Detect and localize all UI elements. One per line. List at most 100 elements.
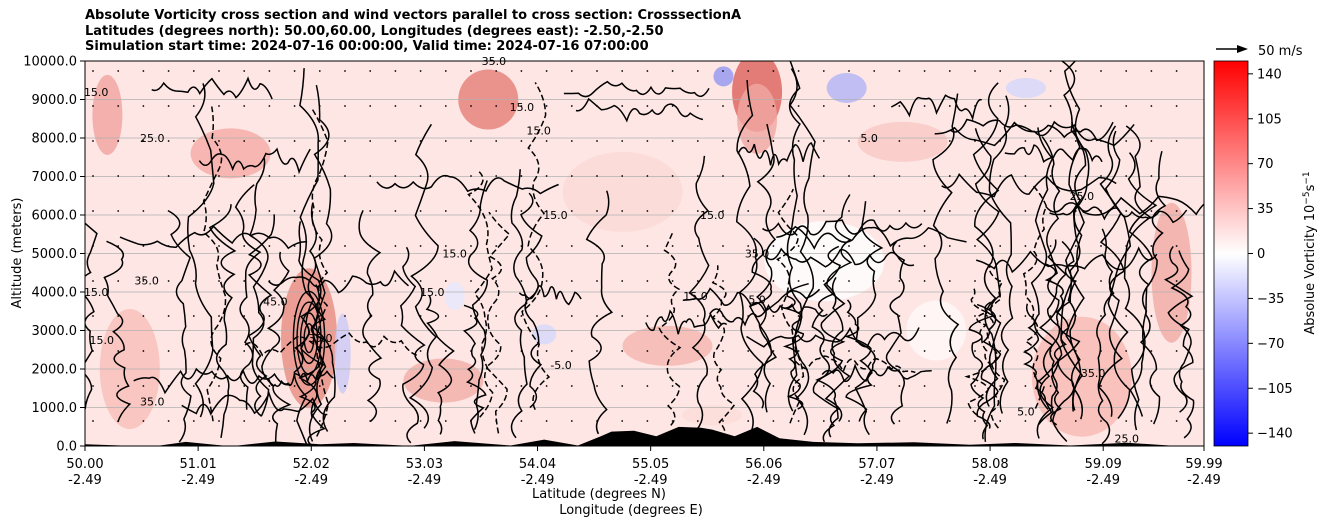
quiver-key-label: 50 m/s <box>1258 44 1303 59</box>
wind-vector <box>444 105 447 107</box>
wind-vector <box>722 175 724 177</box>
wind-vector <box>369 245 372 247</box>
contour-line <box>786 61 803 412</box>
wind-vector <box>923 420 926 422</box>
plot-area: 15.0 15.0 35.0 45.0 35.0 15.0 15.0 15.0 15.0 15.0… <box>84 55 1205 447</box>
contour-line <box>462 304 487 434</box>
wind-vector <box>520 175 523 177</box>
wind-vectors <box>92 70 1178 422</box>
x-axis: 50.00-2.4951.01-2.4952.02-2.4953.03-2.49… <box>66 446 1223 488</box>
wind-vector <box>495 385 498 387</box>
wind-vector <box>192 315 195 317</box>
contour-line <box>688 155 710 431</box>
wind-vector <box>596 315 598 317</box>
chart-title-line-2: Latitudes (degrees north): 50.00,60.00, … <box>85 23 664 39</box>
wind-vector <box>570 175 573 177</box>
contour-line <box>1127 152 1158 417</box>
wind-vector <box>646 280 649 282</box>
contour-line <box>1049 202 1188 224</box>
wind-vector <box>369 140 372 142</box>
wind-vector <box>1049 105 1052 107</box>
colorbar-label: Absolue Vorticity 10−5s−1 <box>1302 171 1318 334</box>
wind-vector <box>596 210 598 212</box>
contour-lines <box>85 61 1204 446</box>
wind-vector <box>1175 140 1178 142</box>
wind-vector <box>1125 245 1128 247</box>
wind-vector <box>671 105 674 107</box>
wind-vector <box>772 140 775 142</box>
wind-vector <box>1125 420 1128 422</box>
contour-label: 35.0 <box>140 396 165 409</box>
contour-line <box>133 367 291 395</box>
wind-vector <box>1074 420 1077 422</box>
wind-vector <box>545 70 548 72</box>
wind-vector <box>822 105 825 107</box>
wind-vector <box>218 105 220 107</box>
wind-vector <box>344 280 346 282</box>
contour-line <box>563 80 710 98</box>
wind-vector <box>772 315 775 317</box>
y-tick-label: 8000.0 <box>32 132 78 147</box>
wind-vector <box>520 140 523 142</box>
x-tick-label-lon: -2.49 <box>408 473 442 488</box>
wind-vector <box>293 105 296 107</box>
wind-vector <box>1024 70 1027 72</box>
wind-vector <box>948 245 951 247</box>
wind-vector <box>444 245 447 247</box>
wind-vector <box>696 315 699 317</box>
wind-vector <box>394 315 397 317</box>
wind-vector <box>696 140 699 142</box>
wind-vector <box>92 420 94 422</box>
wind-vector <box>243 245 246 247</box>
wind-vector <box>142 70 145 72</box>
wind-vector <box>1024 315 1027 317</box>
vorticity-region <box>857 121 948 162</box>
wind-vector <box>167 245 170 247</box>
wind-vector <box>1150 385 1153 387</box>
wind-vector <box>545 420 548 422</box>
x-tick-label-lon: -2.49 <box>181 473 215 488</box>
wind-vector <box>671 420 674 422</box>
wind-vector <box>898 280 901 282</box>
wind-vector <box>873 210 876 212</box>
wind-vector <box>268 105 271 107</box>
wind-vector <box>419 210 422 212</box>
wind-vector <box>772 105 775 107</box>
wind-vector <box>268 140 271 142</box>
wind-vector <box>318 280 321 282</box>
wind-vector <box>444 420 447 422</box>
wind-vector <box>621 105 624 107</box>
wind-vector <box>596 175 598 177</box>
wind-vector <box>369 350 372 352</box>
contour-label: 15.0 <box>84 86 109 99</box>
wind-vector <box>167 280 170 282</box>
wind-vector <box>92 245 94 247</box>
wind-vector <box>999 315 1002 317</box>
vorticity-region <box>622 325 713 366</box>
wind-vector <box>621 245 624 247</box>
wind-vector <box>545 210 548 212</box>
x-tick-label-lon: -2.49 <box>1086 473 1120 488</box>
contour-label: 5.0 <box>860 132 878 145</box>
contour-line <box>181 391 328 416</box>
wind-vector <box>722 70 724 72</box>
vorticity-region <box>826 72 867 103</box>
contour-line <box>1044 263 1069 426</box>
x-tick-label-lat: 54.04 <box>519 457 556 472</box>
wind-vector <box>747 210 750 212</box>
x-tick-label-lon: -2.49 <box>68 473 102 488</box>
wind-vector <box>898 420 901 422</box>
wind-vector <box>142 350 145 352</box>
wind-vector <box>747 315 750 317</box>
wind-vector <box>974 420 976 422</box>
wind-vector <box>747 350 750 352</box>
wind-vector <box>495 70 498 72</box>
wind-vector <box>999 175 1002 177</box>
wind-vector <box>218 175 220 177</box>
wind-vector <box>1049 385 1052 387</box>
wind-vector <box>797 140 800 142</box>
wind-vector <box>873 105 876 107</box>
wind-vector <box>848 105 850 107</box>
wind-vector <box>1100 105 1102 107</box>
wind-vector <box>545 175 548 177</box>
